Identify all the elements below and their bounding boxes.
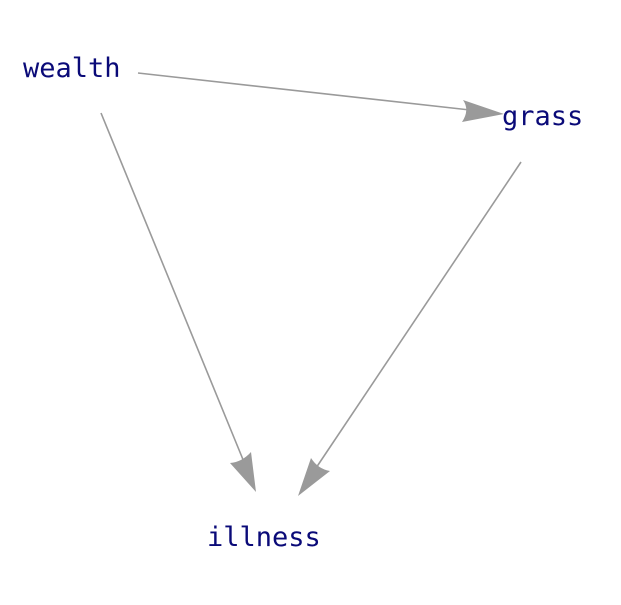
node-wealth: wealth: [23, 53, 121, 84]
edge-line: [100, 112, 245, 463]
arrowhead-icon: [230, 452, 256, 492]
edge-line: [137, 72, 471, 111]
arrowhead-icon: [462, 100, 504, 122]
node-grass: grass: [502, 101, 583, 132]
node-illness: illness: [207, 522, 321, 553]
edge-grass-illness: [298, 161, 522, 496]
edge-wealth-illness: [100, 112, 256, 492]
arrowhead-icon: [298, 458, 330, 496]
edge-line: [315, 161, 522, 469]
edge-wealth-grass: [137, 72, 504, 122]
